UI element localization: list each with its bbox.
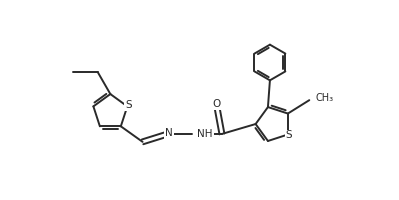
Text: S: S [125,100,132,110]
Text: S: S [286,130,292,140]
Text: CH₃: CH₃ [315,93,333,103]
Text: N: N [165,128,173,138]
Text: O: O [213,99,221,109]
Text: NH: NH [197,129,213,139]
